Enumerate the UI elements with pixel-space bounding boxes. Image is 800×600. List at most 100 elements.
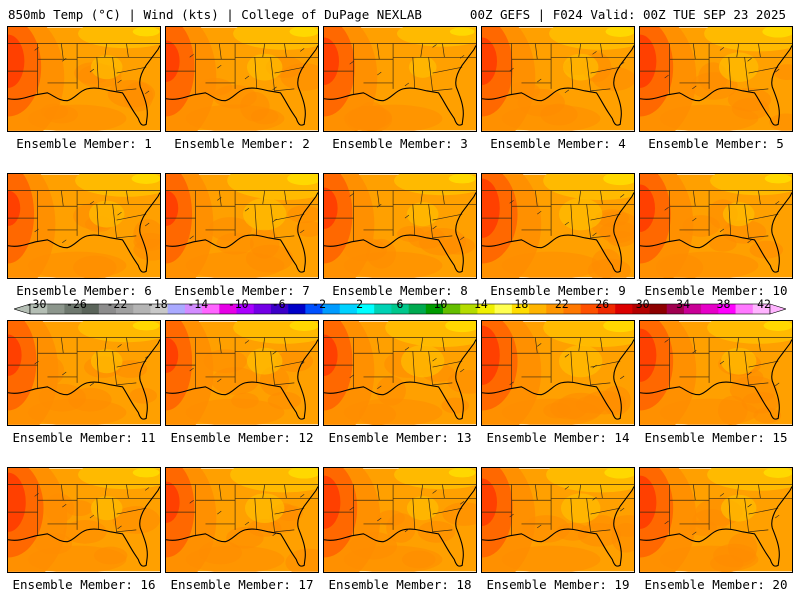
coastline [166, 486, 318, 567]
colorbar-swatch [443, 304, 461, 314]
colorbar-swatch [752, 304, 771, 314]
colorbar-tick-label: -30 [25, 297, 47, 311]
ensemble-map-panel [481, 467, 635, 573]
colorbar-tick-label: -22 [106, 297, 128, 311]
colorbar-tick-label: -10 [227, 297, 249, 311]
state-boundaries [8, 43, 160, 95]
ensemble-map-panel [481, 26, 635, 132]
state-boundaries [324, 190, 476, 242]
temperature-map [640, 174, 792, 278]
colorbar-swatch [701, 304, 719, 314]
colorbar-swatch [649, 304, 668, 314]
ensemble-map-panel [639, 26, 793, 132]
ensemble-member-label: Ensemble Member: 4 [490, 136, 626, 151]
wind-barbs [189, 494, 305, 537]
ensemble-member-label: Ensemble Member: 10 [644, 283, 788, 298]
coastline [482, 339, 634, 420]
colorbar-swatch [529, 304, 547, 314]
temperature-map [482, 27, 634, 131]
coastline [324, 192, 476, 273]
colorbar-swatch [477, 304, 495, 314]
wind-barbs [34, 487, 150, 530]
state-boundaries [166, 190, 318, 242]
coastline [8, 486, 160, 567]
temperature-map [324, 174, 476, 278]
ensemble-map-panel [323, 173, 477, 279]
wind-barbs [664, 339, 780, 387]
ensemble-member-label: Ensemble Member: 12 [170, 430, 314, 445]
colorbar-tick-label: 6 [396, 297, 404, 311]
colorbar-swatch [374, 304, 392, 314]
colorbar-swatch [494, 304, 513, 314]
colorbar-swatch [391, 304, 409, 314]
coastline [640, 339, 792, 420]
colorbar-tick-label: 30 [635, 297, 650, 311]
temperature-map [640, 27, 792, 131]
state-boundaries [324, 484, 476, 536]
colorbar-swatch [460, 304, 478, 314]
ensemble-member-label: Ensemble Member: 7 [174, 283, 310, 298]
state-boundaries [166, 337, 318, 389]
ensemble-member-label: Ensemble Member: 1 [16, 136, 152, 151]
colorbar-swatch [615, 304, 633, 314]
colorbar-tick-label: 14 [473, 297, 488, 311]
wind-barbs [509, 51, 625, 94]
state-boundaries [166, 484, 318, 536]
colorbar-tick-label: -26 [66, 297, 87, 311]
ensemble-map-panel [639, 320, 793, 426]
wind-barbs [349, 347, 465, 390]
temperature-map [482, 468, 634, 572]
state-boundaries [640, 43, 792, 95]
wind-barbs [349, 193, 465, 241]
colorbar-tick-label: -14 [187, 297, 209, 311]
temperature-map [640, 468, 792, 572]
colorbar-swatch [597, 304, 616, 314]
temperature-map [640, 321, 792, 425]
state-boundaries [324, 43, 476, 95]
state-boundaries [166, 43, 318, 95]
ensemble-member-label: Ensemble Member: 20 [644, 577, 788, 592]
colorbar-swatch [322, 304, 341, 314]
ensemble-map-panel [323, 320, 477, 426]
colorbar-swatch [632, 304, 650, 314]
coastline [166, 192, 318, 273]
ensemble-member-label: Ensemble Member: 18 [328, 577, 472, 592]
colorbar-swatch [339, 304, 358, 314]
state-boundaries [8, 337, 160, 389]
colorbar-swatch [236, 304, 255, 314]
coastline [324, 45, 476, 126]
colorbar-swatch [167, 304, 186, 314]
ensemble-map-panel [7, 320, 161, 426]
colorbar-tick-label: -2 [312, 297, 327, 311]
ensemble-map-panel [165, 173, 319, 279]
colorbar-swatch [718, 304, 736, 314]
header-title-right: 00Z GEFS | F024 Valid: 00Z TUE SEP 23 20… [469, 7, 786, 22]
colorbar-swatch [270, 304, 289, 314]
colorbar-tick-label: 22 [554, 297, 569, 311]
temperature-map [324, 27, 476, 131]
temperature-map [8, 174, 160, 278]
ensemble-map-panel [165, 26, 319, 132]
coastline [8, 339, 160, 420]
wind-barbs [509, 486, 625, 529]
colorbar-swatch [47, 304, 65, 314]
colorbar-swatch [81, 304, 100, 314]
colorbar-tick-label: -6 [271, 297, 286, 311]
coastline [166, 339, 318, 420]
colorbar-swatch [425, 304, 444, 314]
ensemble-member-label: Ensemble Member: 11 [12, 430, 156, 445]
state-boundaries [8, 484, 160, 536]
state-boundaries [482, 43, 634, 95]
colorbar-swatch [666, 304, 685, 314]
coastline [640, 486, 792, 567]
ensemble-member-label: Ensemble Member: 19 [486, 577, 630, 592]
ensemble-member-label: Ensemble Member: 3 [332, 136, 468, 151]
temperature-map [8, 321, 160, 425]
colorbar-swatch [30, 304, 48, 314]
colorbar-swatch [408, 304, 427, 314]
temperature-map [8, 27, 160, 131]
colorbar-tick-label: 18 [514, 297, 529, 311]
ensemble-member-label: Ensemble Member: 2 [174, 136, 310, 151]
temperature-map [166, 468, 318, 572]
ensemble-map-panel [323, 26, 477, 132]
